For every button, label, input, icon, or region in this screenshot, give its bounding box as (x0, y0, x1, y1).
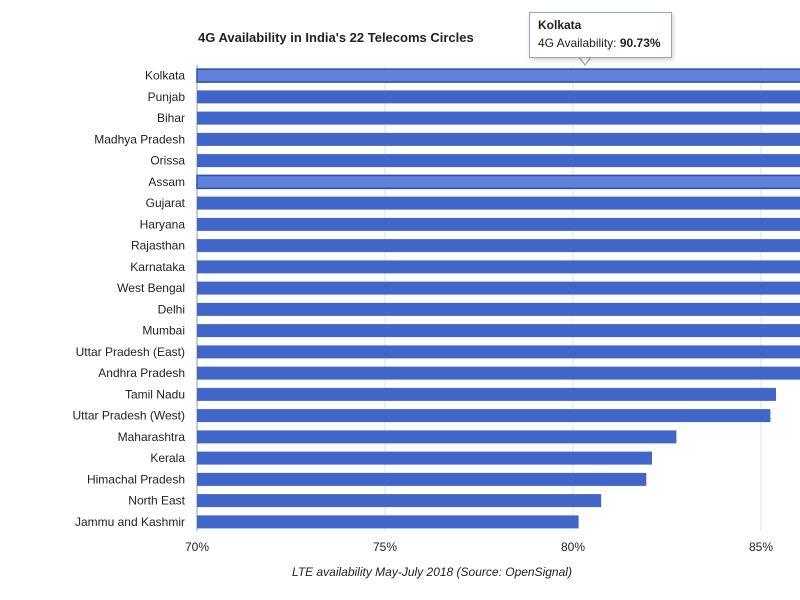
x-tick-label: 80% (561, 540, 585, 554)
x-tick-label: 85% (749, 540, 773, 554)
x-tick-label: 75% (373, 540, 397, 554)
category-label: Haryana (140, 217, 186, 231)
bar[interactable] (197, 239, 800, 253)
bar[interactable] (196, 68, 800, 83)
bar[interactable] (197, 472, 647, 486)
bar[interactable] (197, 281, 800, 295)
category-label: Tamil Nadu (125, 387, 185, 401)
tooltip-body: 4G Availability: 90.73% (538, 36, 663, 50)
bars (196, 68, 800, 529)
bar[interactable] (197, 387, 776, 401)
bar[interactable] (197, 409, 771, 423)
category-label: Bihar (157, 111, 185, 125)
chart-title: 4G Availability in India's 22 Telecoms C… (198, 30, 474, 45)
bar[interactable] (197, 324, 800, 338)
bar[interactable] (197, 451, 652, 465)
tooltip-value: 90.73% (619, 36, 661, 50)
tooltip: Kolkata 4G Availability: 90.73% (529, 12, 672, 58)
category-labels: Kolkata Punjab Bihar Madhya Pradesh Orissa As… (73, 69, 186, 529)
bar[interactable] (197, 302, 800, 316)
category-label: Himachal Pradesh (87, 472, 185, 486)
category-label: Karnataka (130, 260, 185, 274)
category-label: Jammu and Kashmir (75, 515, 185, 529)
bar[interactable] (196, 174, 800, 190)
category-label: Punjab (148, 90, 186, 104)
x-axis-label: LTE availability May-July 2018 (Source: … (292, 565, 572, 579)
tooltip-title: Kolkata (538, 18, 582, 32)
bar[interactable] (197, 132, 800, 146)
bar[interactable] (197, 345, 800, 359)
x-tick-label: 70% (185, 540, 209, 554)
category-label: Madhya Pradesh (94, 132, 185, 146)
category-label: Maharashtra (118, 430, 186, 444)
bar[interactable] (197, 515, 579, 529)
category-label: Delhi (158, 302, 185, 316)
tooltip-label: 4G Availability: (538, 36, 617, 50)
category-label: West Bengal (117, 281, 185, 295)
category-label: Kolkata (145, 69, 185, 83)
bar[interactable] (197, 196, 800, 210)
category-label: Uttar Pradesh (West) (73, 409, 185, 423)
bar[interactable] (197, 494, 602, 508)
bar[interactable] (197, 430, 677, 444)
bar[interactable] (197, 90, 800, 104)
category-label: Rajasthan (131, 239, 185, 253)
category-label: Uttar Pradesh (East) (76, 345, 185, 359)
tick-labels: 70%75%80%85%90%95% (185, 540, 773, 554)
category-label: Gujarat (146, 196, 186, 210)
category-label: Kerala (150, 451, 185, 465)
bar[interactable] (197, 366, 800, 380)
category-label: Andhra Pradesh (98, 366, 185, 380)
bar[interactable] (197, 111, 800, 125)
bar[interactable] (197, 154, 800, 168)
tooltip-pointer-inner (579, 56, 591, 64)
category-label: Orissa (150, 154, 185, 168)
category-label: Assam (148, 175, 185, 189)
category-label: North East (128, 494, 185, 508)
category-label: Mumbai (142, 324, 185, 338)
bar[interactable] (197, 217, 800, 231)
bar[interactable] (197, 260, 800, 274)
